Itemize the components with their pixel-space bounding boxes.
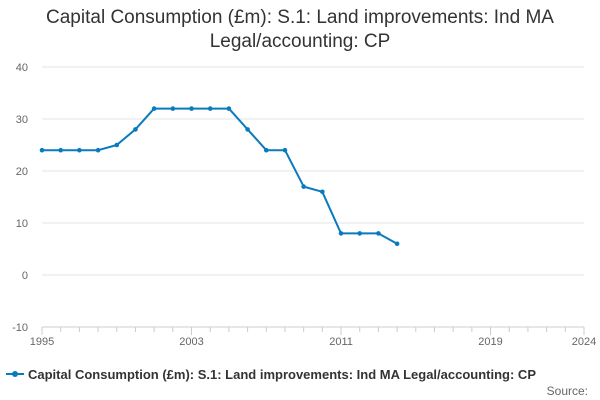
chart-title-line-1: Capital Consumption (£m): S.1: Land impr… <box>46 7 554 28</box>
x-tick-label: 2003 <box>179 336 203 348</box>
x-tick-label: 2024 <box>572 336 596 348</box>
legend[interactable]: Capital Consumption (£m): S.1: Land impr… <box>6 365 536 383</box>
data-point <box>357 231 363 236</box>
data-point <box>226 106 232 111</box>
data-point <box>245 127 250 132</box>
data-point <box>376 231 381 236</box>
data-point <box>189 106 194 111</box>
data-point <box>282 147 288 153</box>
y-tick-label: 40 <box>16 62 28 74</box>
data-point <box>263 147 269 153</box>
chart-title: Capital Consumption (£m): S.1: Land impr… <box>0 6 600 54</box>
series-line <box>42 107 398 245</box>
x-tick-label: 2019 <box>478 336 502 348</box>
data-point <box>95 147 101 153</box>
data-point <box>320 189 325 195</box>
axis-layer: -10 0 10 20 30 40 1995 2003 2011 2019 2024 <box>12 62 596 348</box>
x-tick-label: 2011 <box>329 336 353 348</box>
data-point <box>58 147 63 153</box>
legend-swatch-icon <box>6 368 24 380</box>
series-layer <box>39 106 400 247</box>
y-tick-label: -10 <box>12 322 28 334</box>
data-point <box>39 147 45 153</box>
data-point <box>133 127 138 132</box>
data-point <box>207 106 213 111</box>
legend-marker <box>12 371 18 377</box>
source-label: Source: <box>546 384 588 398</box>
data-point <box>338 231 344 236</box>
data-point <box>77 147 82 153</box>
chart-title-line-2: Legal/accounting: CP <box>209 31 391 52</box>
grid-layer <box>42 66 584 328</box>
data-point <box>151 106 157 111</box>
data-point <box>170 106 176 111</box>
y-tick-label: 10 <box>16 218 28 230</box>
legend-label: Capital Consumption (£m): S.1: Land impr… <box>28 366 536 382</box>
x-tick-label: 1995 <box>30 336 54 348</box>
data-point <box>114 142 120 148</box>
y-tick-label: 30 <box>16 114 28 126</box>
data-point <box>301 184 306 189</box>
y-tick-label: 0 <box>22 270 28 282</box>
y-tick-label: 20 <box>16 166 28 178</box>
data-point <box>394 241 400 247</box>
